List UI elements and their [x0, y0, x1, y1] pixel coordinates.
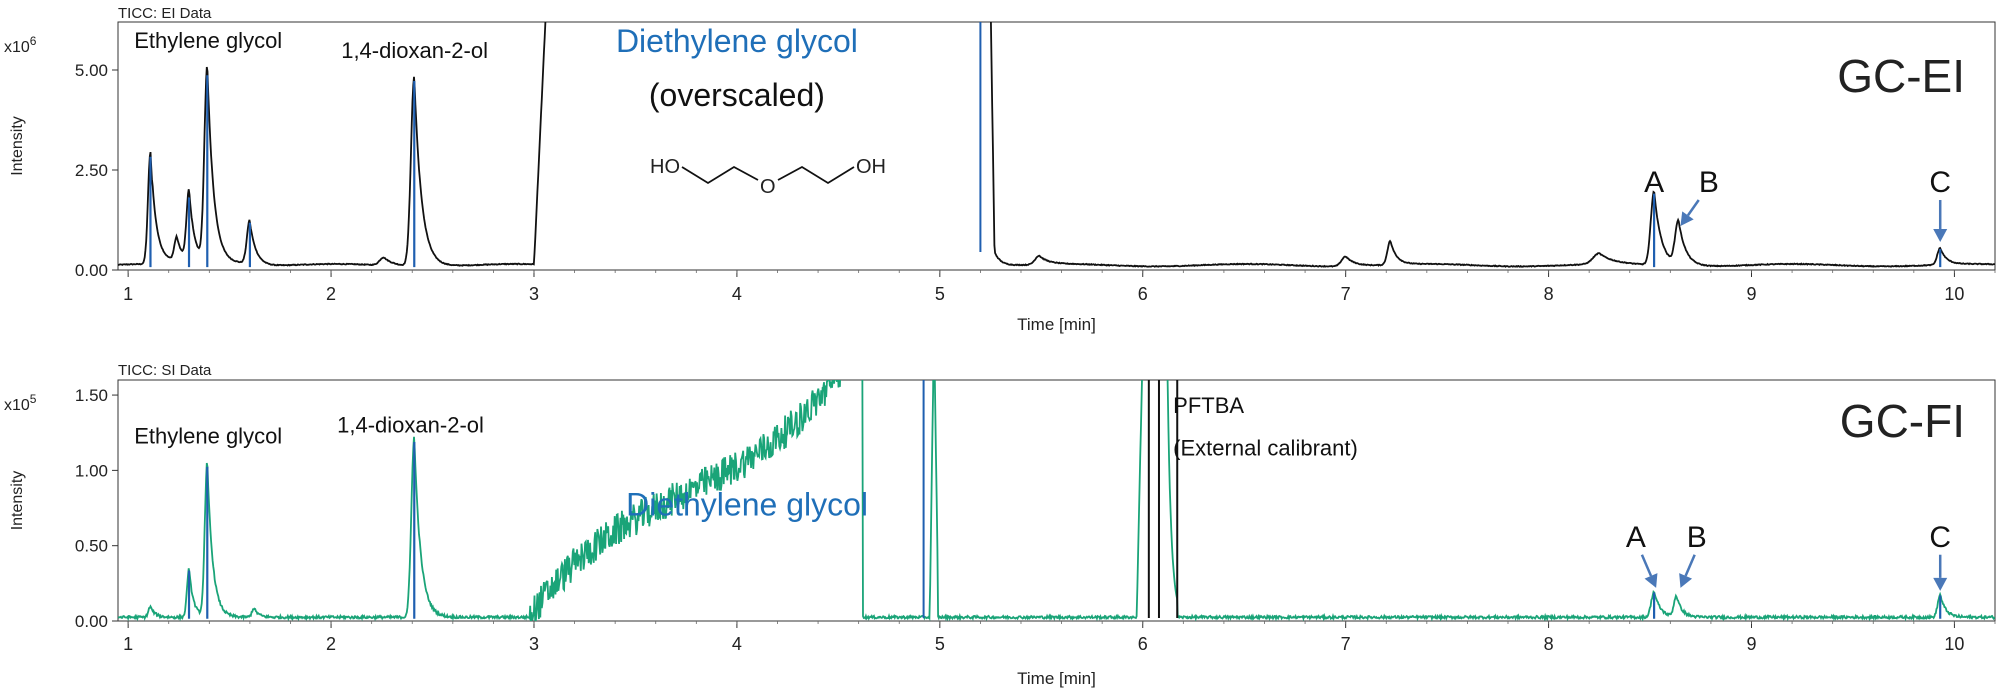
- structure-bonds-right: [777, 165, 855, 185]
- scale-exponent-label: x105: [4, 392, 37, 414]
- scale-exponent-power: 5: [30, 392, 37, 406]
- arrow-head: [1679, 573, 1693, 588]
- annotation-label: C: [1929, 521, 1951, 554]
- panel-2: TICC: SI Datax105Intensity0.000.501.001.…: [4, 362, 1996, 688]
- x-tick-label: 4: [732, 284, 742, 304]
- y-tick-label: 1.00: [75, 461, 108, 480]
- x-axis-label: Time [min]: [1017, 669, 1096, 688]
- scale-exponent-power: 6: [30, 34, 37, 48]
- y-tick-label: 5.00: [75, 61, 108, 80]
- x-tick-label: 5: [935, 634, 945, 654]
- plot-frame: [117, 21, 1996, 271]
- x-tick-label: 4: [732, 634, 742, 654]
- x-tick-label: 3: [529, 634, 539, 654]
- annotation-label: Ethylene glycol: [134, 423, 282, 448]
- mode-label: GC-FI: [1840, 395, 1965, 447]
- annotation-label: PFTBA: [1173, 393, 1244, 418]
- arrow-head: [1680, 211, 1694, 226]
- annotation-label: 1,4-dioxan-2-ol: [341, 38, 488, 63]
- x-tick-label: 2: [326, 284, 336, 304]
- x-tick-label: 6: [1138, 634, 1148, 654]
- y-tick-label: 1.50: [75, 386, 108, 405]
- scale-exponent-label: x106: [4, 34, 37, 56]
- series-trace: [118, 22, 1995, 268]
- arrow-head: [1644, 573, 1658, 588]
- x-tick-label: 7: [1341, 634, 1351, 654]
- x-tick-label: 1: [123, 634, 133, 654]
- scale-exponent-base: x10: [4, 397, 30, 414]
- x-axis-label: Time [min]: [1017, 315, 1096, 334]
- structure-atom-label: O: [760, 176, 776, 198]
- x-tick-label: 6: [1138, 284, 1148, 304]
- arrow-head: [1933, 577, 1948, 591]
- y-tick-label: 2.50: [75, 161, 108, 180]
- annotation-label: A: [1644, 166, 1664, 199]
- panel-title: TICC: EI Data: [118, 5, 212, 22]
- plot-area: [118, 22, 1995, 268]
- diethylene-glycol-structure: HO O OH: [650, 156, 886, 198]
- y-axis-label: Intensity: [9, 116, 26, 176]
- x-tick-label: 8: [1544, 284, 1554, 304]
- x-tick-label: 10: [1944, 634, 1964, 654]
- x-tick-label: 10: [1944, 284, 1964, 304]
- x-tick-label: 9: [1746, 284, 1756, 304]
- structure-atom-label: HO: [650, 156, 680, 178]
- x-tick-label: 9: [1746, 634, 1756, 654]
- x-tick-label: 3: [529, 284, 539, 304]
- y-axis-label: Intensity: [9, 471, 26, 531]
- arrow-shaft: [1684, 554, 1696, 577]
- y-tick-label: 0.00: [75, 612, 108, 631]
- annotation-label: 1,4-dioxan-2-ol: [337, 413, 484, 438]
- y-tick-label: 0.50: [75, 537, 108, 556]
- annotation-label: B: [1687, 521, 1707, 554]
- series-trace: [118, 380, 1995, 621]
- annotation-label: (External calibrant): [1173, 435, 1358, 460]
- annotation-label: Diethylene glycol: [616, 23, 858, 59]
- structure-bonds-left: [681, 165, 759, 185]
- plot-area: [118, 380, 1995, 621]
- annotation-label: (overscaled): [649, 77, 825, 113]
- scale-exponent-base: x10: [4, 39, 30, 56]
- annotation-label: B: [1699, 166, 1719, 199]
- annotation-label: C: [1929, 166, 1951, 199]
- annotation-label: A: [1626, 521, 1646, 554]
- arrow-shaft: [1686, 199, 1700, 217]
- y-tick-label: 0.00: [75, 261, 108, 280]
- plot-frame: [117, 379, 1996, 622]
- annotation-label: Diethylene glycol: [626, 487, 868, 523]
- x-tick-label: 8: [1544, 634, 1554, 654]
- panel-title: TICC: SI Data: [118, 362, 212, 379]
- annotation-label: Ethylene glycol: [134, 28, 282, 53]
- x-tick-label: 5: [935, 284, 945, 304]
- mode-label: GC-EI: [1837, 50, 1965, 102]
- x-tick-label: 1: [123, 284, 133, 304]
- x-tick-label: 7: [1341, 284, 1351, 304]
- structure-atom-label: OH: [856, 156, 886, 178]
- arrow-shaft: [1640, 554, 1653, 577]
- arrow-head: [1933, 229, 1948, 242]
- x-tick-label: 2: [326, 634, 336, 654]
